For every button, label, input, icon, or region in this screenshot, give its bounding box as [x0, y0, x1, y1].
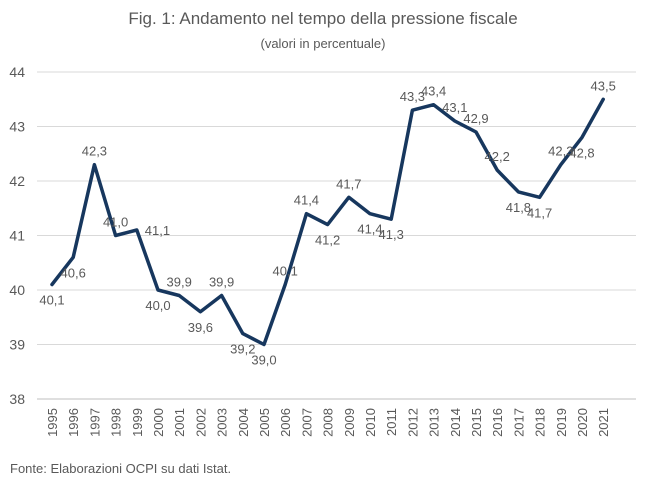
- chart-title: Fig. 1: Andamento nel tempo della pressi…: [128, 9, 518, 28]
- x-tick-label: 2001: [172, 408, 187, 437]
- data-label: 39,2: [230, 342, 255, 357]
- data-label: 41,0: [103, 215, 128, 230]
- x-tick-label: 2010: [363, 408, 378, 437]
- x-tick-label: 2009: [342, 408, 357, 437]
- x-tick-label: 2003: [215, 408, 230, 437]
- source-note: Fonte: Elaborazioni OCPI su dati Istat.: [10, 461, 232, 476]
- data-line: [50, 97, 605, 347]
- data-label: 42,3: [548, 144, 573, 159]
- y-tick-label: 39: [9, 337, 25, 353]
- x-tick-label: 2017: [511, 408, 526, 437]
- x-tick-label: 1999: [130, 408, 145, 437]
- data-label: 41,7: [527, 205, 552, 220]
- data-label: 40,1: [273, 264, 298, 279]
- y-tick-label: 38: [9, 391, 25, 407]
- x-tick-label: 2011: [384, 408, 399, 436]
- x-tick-label: 2016: [490, 408, 505, 437]
- data-label: 39,6: [188, 320, 213, 335]
- x-tick-label: 2007: [299, 408, 314, 437]
- chart-subtitle: (valori in percentuale): [260, 36, 386, 51]
- y-tick-label: 41: [9, 228, 25, 244]
- data-label: 43,4: [421, 84, 446, 99]
- x-tick-label: 2013: [427, 408, 442, 437]
- x-tick-label: 1998: [109, 408, 124, 437]
- x-tick-label: 2021: [596, 408, 611, 437]
- x-tick-label: 2008: [321, 408, 336, 437]
- data-label: 40,0: [145, 298, 170, 313]
- data-label: 40,1: [39, 293, 64, 308]
- data-label: 41,3: [379, 227, 404, 242]
- data-label: 41,8: [506, 200, 531, 215]
- x-tick-label: 2014: [448, 408, 463, 437]
- x-tick-label: 2005: [257, 408, 272, 437]
- data-label: 42,2: [485, 149, 510, 164]
- x-tick-label: 2004: [236, 408, 251, 437]
- y-tick-label: 43: [9, 119, 25, 135]
- x-tick-label: 2012: [405, 408, 420, 437]
- data-label: 42,9: [463, 111, 488, 126]
- x-tick-label: 2006: [278, 408, 293, 437]
- x-tick-label: 2015: [469, 408, 484, 437]
- x-tick-label: 2018: [533, 408, 548, 437]
- data-label: 43,1: [442, 100, 467, 115]
- data-label: 43,3: [400, 89, 425, 104]
- data-label: 41,4: [294, 193, 319, 208]
- data-label: 39,9: [209, 274, 234, 289]
- data-label: 42,8: [569, 145, 594, 160]
- data-label: 41,4: [357, 222, 382, 237]
- data-label: 41,7: [336, 176, 361, 191]
- data-label: 41,1: [145, 223, 170, 238]
- data-label: 43,5: [591, 78, 616, 93]
- x-tick-label: 1995: [45, 408, 60, 437]
- x-tick-label: 1996: [66, 408, 81, 437]
- x-tick-label: 2002: [193, 408, 208, 437]
- x-tick-label: 1997: [87, 408, 102, 437]
- x-tick-label: 2019: [554, 408, 569, 437]
- y-tick-label: 40: [9, 282, 25, 298]
- x-tick-label: 2020: [575, 408, 590, 437]
- data-label: 39,0: [251, 353, 276, 368]
- y-tick-label: 42: [9, 173, 25, 189]
- y-tick-label: 44: [9, 64, 25, 80]
- data-label: 41,2: [315, 233, 340, 248]
- data-label: 42,3: [82, 144, 107, 159]
- data-label: 39,9: [167, 274, 192, 289]
- data-label: 40,6: [61, 265, 86, 280]
- x-tick-label: 2000: [151, 408, 166, 437]
